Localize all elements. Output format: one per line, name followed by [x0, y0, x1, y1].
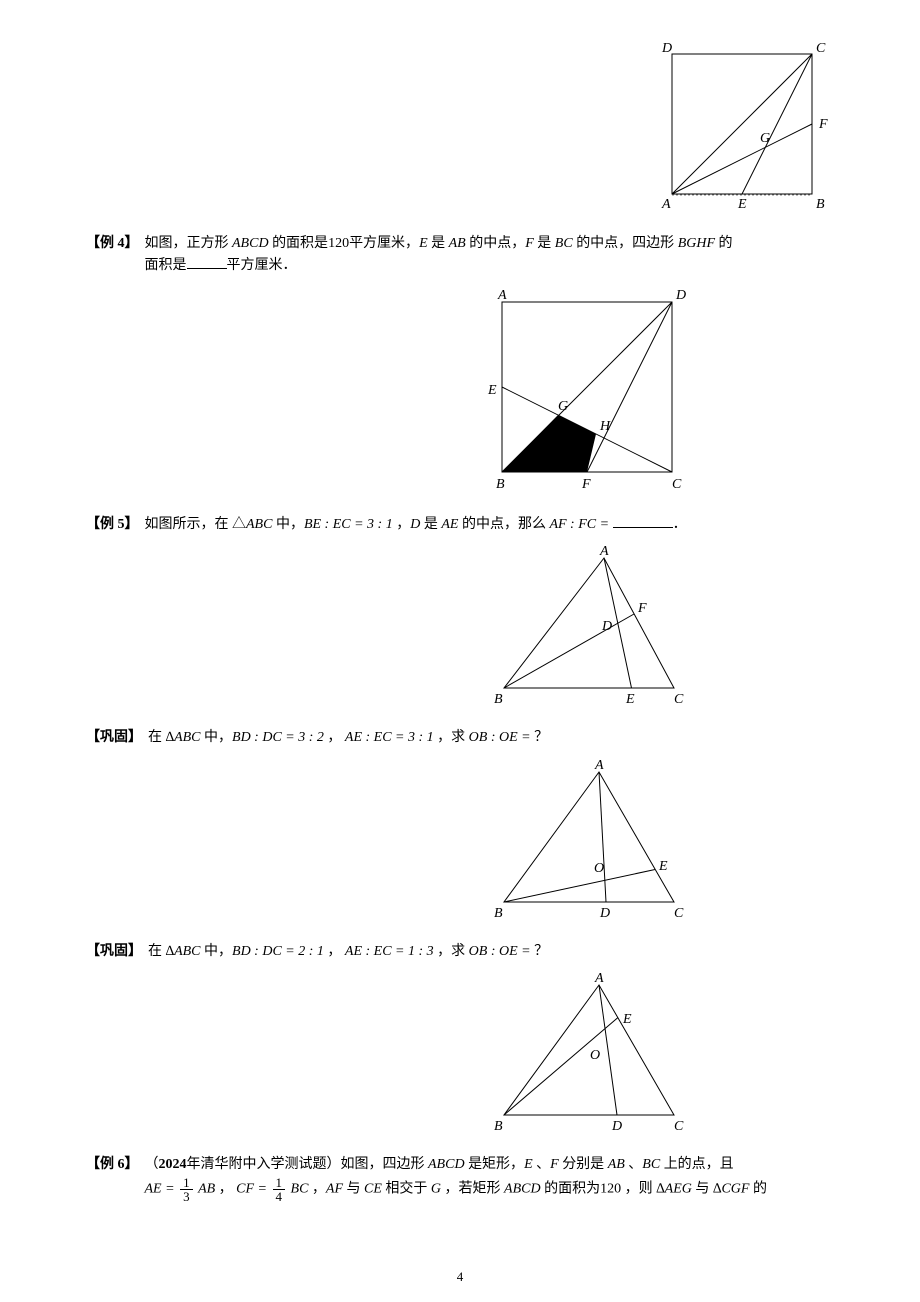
gonggu-2: 【巩固】 在 ∆ABC 中，BD : DC = 2 : 1 ， AE : EC …	[86, 941, 834, 963]
figure-1-container: D C F G A E B	[86, 40, 834, 215]
svg-text:C: C	[674, 1119, 684, 1134]
figure-2-svg: A D E G H B F C	[480, 286, 700, 496]
page-number: 4	[0, 1267, 920, 1288]
svg-text:G: G	[760, 131, 770, 146]
svg-text:A: A	[599, 544, 609, 559]
svg-text:E: E	[487, 383, 497, 398]
svg-text:F: F	[581, 477, 591, 492]
example-4: 【例 4】 如图，正方形 ABCD 的面积是120平方厘米，E 是 AB 的中点…	[86, 233, 834, 278]
svg-text:B: B	[816, 197, 825, 212]
fraction-1-3: 13	[180, 1176, 193, 1203]
fraction-1-4: 14	[273, 1176, 286, 1203]
svg-text:G: G	[558, 399, 568, 414]
gonggu-2-text: 在 ∆ABC 中，BD : DC = 2 : 1 ， AE : EC = 1 :…	[148, 941, 834, 963]
example-6-label: 【例 6】	[86, 1154, 139, 1176]
svg-text:E: E	[658, 859, 668, 874]
svg-text:D: D	[675, 288, 686, 303]
svg-text:D: D	[661, 41, 672, 56]
gonggu-1-label: 【巩固】	[86, 727, 142, 749]
blank-ex4	[187, 255, 227, 269]
svg-text:A: A	[497, 288, 507, 303]
svg-text:E: E	[625, 692, 635, 707]
svg-text:A: A	[594, 758, 604, 773]
svg-text:F: F	[637, 601, 647, 616]
example-6: 【例 6】 （2024年清华附中入学测试题）如图，四边形 ABCD 是矩形，E …	[86, 1154, 834, 1203]
svg-text:C: C	[816, 41, 826, 56]
svg-text:O: O	[594, 861, 604, 876]
figure-4-svg: A E O B D C	[490, 758, 690, 923]
figure-5-container: A E O B D C	[86, 971, 834, 1136]
svg-text:C: C	[674, 692, 684, 707]
svg-text:C: C	[674, 906, 684, 921]
gonggu-2-label: 【巩固】	[86, 941, 142, 963]
svg-text:C: C	[672, 477, 682, 492]
example-5-label: 【例 5】	[86, 514, 139, 536]
figure-3-svg: A F D B E C	[490, 544, 690, 709]
svg-text:B: B	[494, 1119, 503, 1134]
figure-3-container: A F D B E C	[86, 544, 834, 709]
example-5-text: 如图所示，在 △ABC 中，BE : EC = 3 : 1 ，D 是 AE 的中…	[145, 514, 835, 536]
example-5: 【例 5】 如图所示，在 △ABC 中，BE : EC = 3 : 1 ，D 是…	[86, 514, 834, 536]
svg-text:F: F	[818, 117, 828, 132]
svg-text:A: A	[594, 971, 604, 986]
example-4-label: 【例 4】	[86, 233, 139, 255]
figure-1-svg: D C F G A E B	[654, 40, 834, 215]
svg-text:D: D	[599, 906, 610, 921]
svg-text:D: D	[611, 1119, 622, 1134]
svg-text:B: B	[494, 692, 503, 707]
svg-text:B: B	[494, 906, 503, 921]
svg-text:A: A	[661, 197, 671, 212]
figure-2-container: A D E G H B F C	[86, 286, 834, 496]
svg-text:H: H	[599, 419, 611, 434]
svg-text:E: E	[737, 197, 747, 212]
gonggu-1-text: 在 ∆ABC 中，BD : DC = 3 : 2 ， AE : EC = 3 :…	[148, 727, 834, 749]
example-6-text: （2024年清华附中入学测试题）如图，四边形 ABCD 是矩形，E 、F 分别是…	[145, 1154, 835, 1203]
svg-text:B: B	[496, 477, 505, 492]
page: D C F G A E B 【例 4】 如图，正方形 ABCD 的面积是120平…	[0, 0, 920, 1302]
figure-5-svg: A E O B D C	[490, 971, 690, 1136]
figure-4-container: A E O B D C	[86, 758, 834, 923]
gonggu-1: 【巩固】 在 ∆ABC 中，BD : DC = 3 : 2 ， AE : EC …	[86, 727, 834, 749]
svg-text:O: O	[590, 1048, 600, 1063]
example-4-text: 如图，正方形 ABCD 的面积是120平方厘米，E 是 AB 的中点，F 是 B…	[145, 233, 835, 278]
svg-text:E: E	[622, 1012, 632, 1027]
blank-ex5	[613, 514, 673, 528]
svg-text:D: D	[601, 619, 612, 634]
